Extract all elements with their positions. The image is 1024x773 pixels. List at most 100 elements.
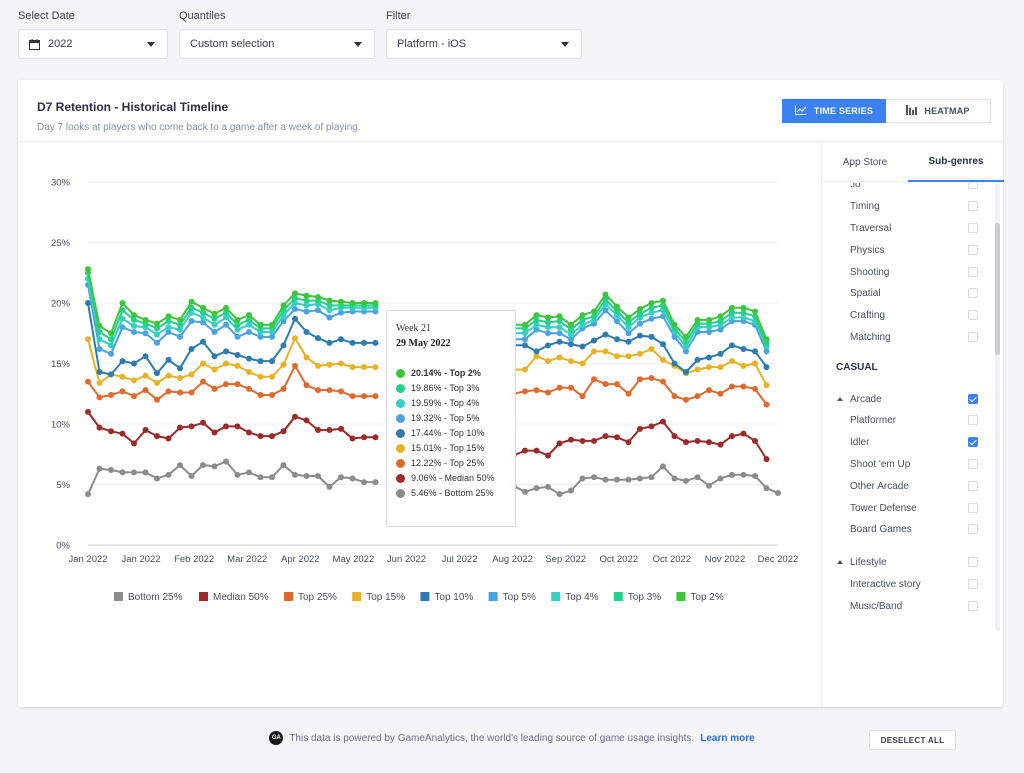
genre-checkbox[interactable] xyxy=(968,557,978,567)
genre-checkbox[interactable] xyxy=(968,288,978,298)
genre-item[interactable]: Physics xyxy=(822,241,994,261)
x-tick-label: Jan 2022 xyxy=(68,554,107,565)
tab-app-store[interactable]: App Store xyxy=(842,157,888,168)
genre-checkbox[interactable] xyxy=(968,601,978,611)
data-point xyxy=(131,469,137,476)
tooltip-row: 20.14% - Top 2% xyxy=(396,366,481,380)
genre-item[interactable]: Timing xyxy=(822,197,994,217)
genre-list: .io Timing Traversal Physics Shooting Spatial… xyxy=(822,183,994,631)
data-point xyxy=(177,321,183,328)
data-point xyxy=(315,335,321,342)
data-point xyxy=(303,354,310,361)
genre-item[interactable]: Shoot 'em Up xyxy=(822,455,994,475)
genre-item[interactable]: Matching xyxy=(822,328,994,348)
genre-item-label: Lifestyle xyxy=(850,557,887,568)
data-point xyxy=(165,356,172,363)
data-point xyxy=(361,479,367,486)
genre-item[interactable]: Tower Defense xyxy=(822,499,994,519)
data-point xyxy=(119,315,126,322)
data-point xyxy=(568,321,574,328)
genre-checkbox[interactable] xyxy=(968,183,978,189)
data-point xyxy=(188,473,195,480)
data-point xyxy=(556,330,563,337)
data-point xyxy=(660,378,666,385)
genre-checkbox[interactable] xyxy=(968,481,978,491)
genre-item[interactable]: .io xyxy=(822,183,994,195)
data-point xyxy=(752,348,758,355)
genre-checkbox[interactable] xyxy=(968,437,978,447)
genre-item[interactable]: Platformer xyxy=(822,411,994,431)
data-point xyxy=(85,378,91,385)
data-point xyxy=(154,396,160,403)
genre-checkbox[interactable] xyxy=(968,415,978,425)
genre-checkbox[interactable] xyxy=(968,245,978,255)
data-point xyxy=(223,309,229,316)
data-point xyxy=(625,324,632,331)
genre-checkbox[interactable] xyxy=(968,332,978,342)
learn-more-link[interactable]: Learn more xyxy=(700,732,755,744)
genre-checkbox[interactable] xyxy=(968,201,978,211)
genre-list-scrollbar[interactable] xyxy=(995,183,1000,631)
data-point xyxy=(200,378,206,385)
genre-item[interactable]: Shooting xyxy=(822,263,994,283)
genre-checkbox[interactable] xyxy=(968,223,978,233)
data-point xyxy=(326,307,333,314)
genre-item[interactable]: Other Arcade xyxy=(822,477,994,497)
genre-item[interactable]: Arcade xyxy=(822,390,994,410)
data-point xyxy=(729,309,735,316)
chevron-up-icon[interactable] xyxy=(837,560,843,564)
data-point xyxy=(533,312,540,319)
tab-sub-genres[interactable]: Sub-genres xyxy=(908,143,1004,182)
genre-checkbox[interactable] xyxy=(968,524,978,534)
data-point xyxy=(246,368,252,375)
data-point xyxy=(729,314,735,321)
genre-item[interactable]: Traversal xyxy=(822,219,994,239)
data-point xyxy=(568,436,574,443)
genre-item[interactable]: Music/Band xyxy=(822,597,994,617)
data-point xyxy=(165,471,172,478)
data-point xyxy=(729,342,735,349)
data-point xyxy=(717,441,724,448)
genre-item-label: Traversal xyxy=(850,223,892,234)
scrollbar-thumb[interactable] xyxy=(995,223,1000,355)
data-point xyxy=(752,308,758,315)
genre-checkbox[interactable] xyxy=(968,579,978,589)
genre-item-label: Other Arcade xyxy=(850,481,909,492)
data-point xyxy=(119,469,126,476)
data-point xyxy=(292,335,298,342)
data-point xyxy=(108,391,114,398)
genre-checkbox[interactable] xyxy=(968,310,978,320)
data-point xyxy=(338,388,344,395)
time-series-button[interactable]: TIME SERIES xyxy=(782,99,886,123)
data-point xyxy=(108,342,114,349)
x-tick-label: Feb 2022 xyxy=(174,554,214,565)
data-point xyxy=(315,293,321,300)
data-point xyxy=(614,303,620,310)
data-point xyxy=(131,360,137,367)
genre-item[interactable]: Interactive story xyxy=(822,575,994,595)
genre-checkbox[interactable] xyxy=(968,503,978,513)
data-point xyxy=(349,475,356,482)
data-point xyxy=(200,462,206,469)
date-select[interactable]: 2022 xyxy=(18,29,168,59)
heatmap-button[interactable]: HEATMAP xyxy=(886,99,991,123)
chevron-up-icon[interactable] xyxy=(837,397,843,401)
data-point xyxy=(85,408,91,415)
x-tick-label: Mar 2022 xyxy=(227,554,267,565)
quantiles-select[interactable]: Custom selection xyxy=(179,29,375,59)
genre-checkbox[interactable] xyxy=(968,459,978,469)
genre-item[interactable]: Idler xyxy=(822,433,994,453)
genre-checkbox[interactable] xyxy=(968,267,978,277)
genre-item[interactable]: Board Games xyxy=(822,520,994,540)
genre-checkbox[interactable] xyxy=(968,394,978,404)
data-point xyxy=(234,321,241,328)
data-point xyxy=(234,352,241,359)
data-point xyxy=(545,389,551,396)
data-point xyxy=(292,306,298,313)
genre-item[interactable]: Lifestyle xyxy=(822,553,994,573)
genre-item[interactable]: Crafting xyxy=(822,306,994,326)
genre-item[interactable]: Spatial xyxy=(822,284,994,304)
platform-select[interactable]: Platform - iOS xyxy=(386,29,582,59)
data-point xyxy=(372,393,379,400)
deselect-all-button[interactable]: DESELECT ALL xyxy=(869,730,956,750)
